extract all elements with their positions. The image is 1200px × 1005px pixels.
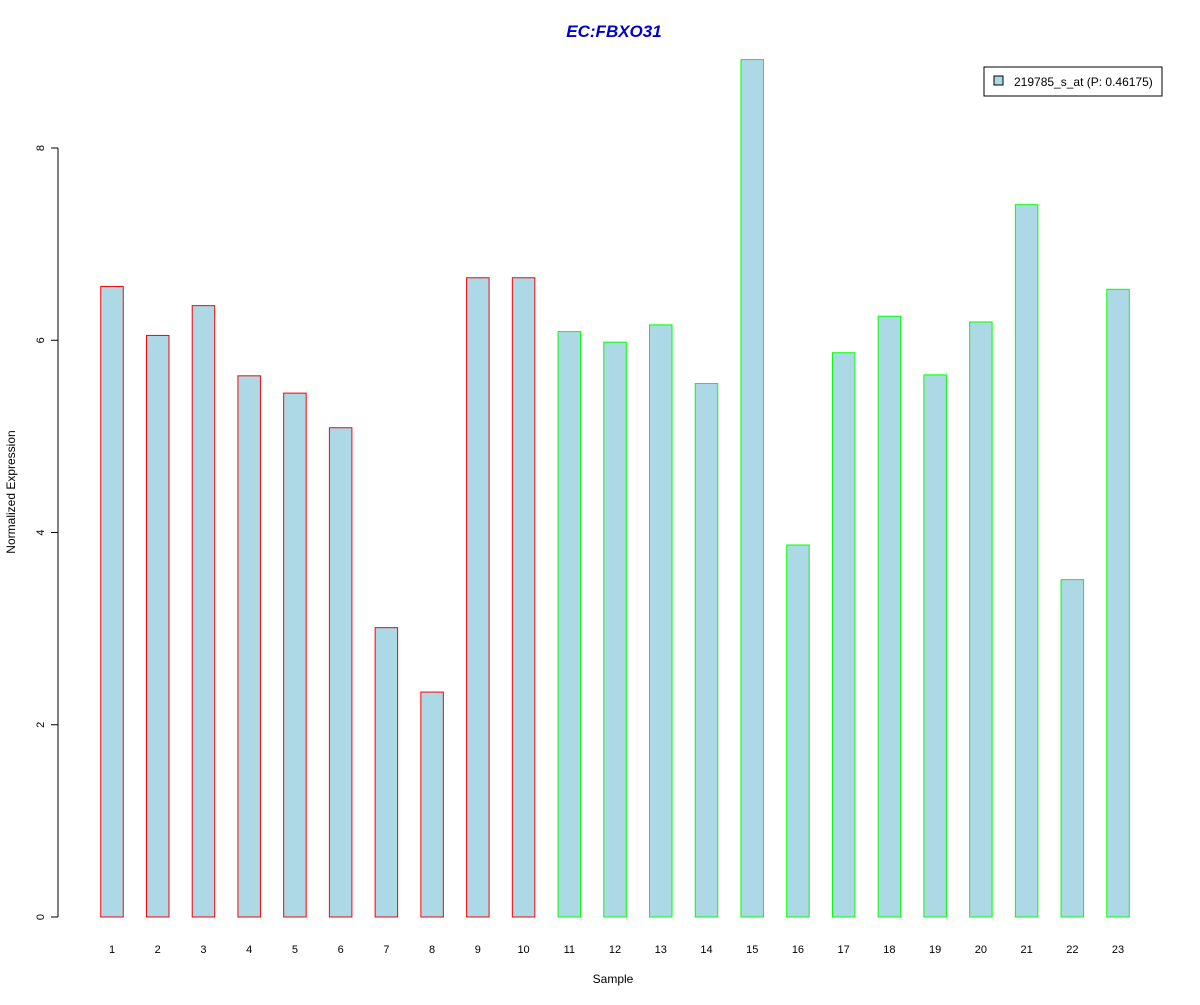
chart-title: EC:FBXO31 — [566, 22, 661, 41]
x-tick-label: 15 — [746, 944, 758, 956]
bar-sample-6 — [328, 427, 353, 918]
x-axis-label: Sample — [593, 972, 634, 986]
bar-sample-15 — [740, 59, 764, 918]
bar-sample-7 — [374, 627, 399, 918]
x-tick-label: 14 — [700, 944, 712, 956]
x-tick-label: 17 — [838, 944, 850, 956]
x-tick-label: 5 — [292, 944, 298, 956]
x-tick-label: 9 — [475, 944, 481, 956]
x-tick-label: 11 — [564, 944, 575, 956]
y-tick-label: 0 — [35, 914, 47, 920]
x-tick-label: 22 — [1066, 944, 1078, 956]
bar-sample-23 — [1106, 288, 1130, 918]
legend: 219785_s_at (P: 0.46175) — [983, 66, 1163, 97]
bar-sample-12 — [603, 341, 627, 918]
x-tick-label: 19 — [929, 944, 941, 956]
y-tick-label: 6 — [35, 337, 47, 343]
x-tick-label: 2 — [155, 944, 161, 956]
bar-sample-3 — [191, 305, 216, 918]
legend-box — [983, 66, 1163, 97]
bar-sample-9 — [466, 277, 490, 918]
bars-layer — [100, 59, 1130, 918]
bar-sample-20 — [969, 321, 993, 918]
bar-sample-16 — [786, 544, 810, 918]
bar-sample-8 — [420, 691, 444, 918]
x-tick-label: 8 — [429, 944, 435, 956]
bar-sample-11 — [557, 331, 582, 918]
bar-sample-22 — [1060, 579, 1085, 918]
bar-sample-10 — [511, 277, 536, 918]
x-tick-label: 6 — [338, 944, 344, 956]
y-tick-label: 8 — [35, 145, 47, 151]
bar-sample-21 — [1014, 204, 1039, 918]
y-axis-label: Normalized Expression — [4, 430, 18, 553]
x-tick-label: 21 — [1020, 944, 1032, 956]
bar-sample-18 — [877, 315, 902, 918]
x-tick-label: 13 — [655, 944, 667, 956]
bar-sample-13 — [649, 324, 673, 918]
bar-sample-5 — [283, 392, 307, 918]
x-tick-label: 7 — [383, 944, 389, 956]
legend-swatch — [993, 75, 1004, 86]
x-tick-label: 16 — [792, 944, 804, 956]
x-tick-label: 3 — [200, 944, 206, 956]
x-tick-label: 23 — [1112, 944, 1124, 956]
bar-sample-4 — [237, 375, 261, 918]
bar-sample-17 — [831, 352, 856, 918]
x-tick-label: 10 — [517, 944, 529, 956]
y-axis: 0 2 4 6 8 — [35, 145, 59, 920]
bar-sample-1 — [100, 285, 124, 918]
x-tick-label: 20 — [975, 944, 987, 956]
x-tick-label: 4 — [246, 944, 252, 956]
bar-sample-14 — [694, 383, 719, 918]
bar-sample-2 — [145, 334, 170, 918]
x-tick-label: 1 — [109, 944, 115, 956]
x-axis: 1 2 3 4 5 6 7 8 9 10 11 12 13 14 15 16 17 18 19 20 21 22 23 — [109, 944, 1124, 956]
y-tick-label: 4 — [35, 529, 47, 535]
y-tick-label: 2 — [35, 722, 47, 728]
legend-label: 219785_s_at (P: 0.46175) — [1014, 75, 1153, 89]
bar-sample-19 — [923, 374, 947, 918]
x-tick-label: 12 — [609, 944, 621, 956]
x-tick-label: 18 — [883, 944, 895, 956]
